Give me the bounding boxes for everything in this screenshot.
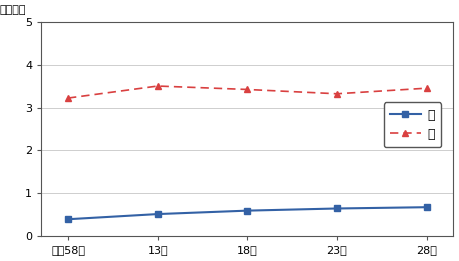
男 — [334, 207, 340, 210]
男 — [65, 218, 71, 221]
女 — [245, 88, 250, 91]
女 — [334, 92, 340, 95]
Line: 女: 女 — [65, 82, 430, 102]
Legend: 男, 女: 男, 女 — [384, 102, 441, 147]
女 — [155, 85, 160, 88]
Text: （時間）: （時間） — [0, 5, 27, 15]
男 — [155, 212, 160, 216]
女 — [424, 87, 429, 90]
男 — [245, 209, 250, 212]
男 — [424, 206, 429, 209]
Line: 男: 男 — [65, 204, 429, 222]
女 — [65, 97, 71, 100]
